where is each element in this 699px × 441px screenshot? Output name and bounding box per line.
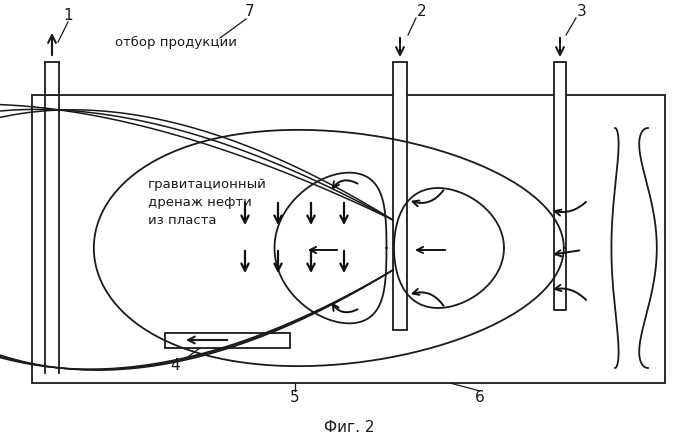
Text: Фиг. 2: Фиг. 2: [324, 421, 374, 436]
Text: 1: 1: [63, 7, 73, 22]
Text: 6: 6: [475, 389, 485, 404]
Bar: [165, 333, 290, 348]
Text: 7: 7: [245, 4, 255, 19]
Text: гравитационный
дренаж нефти
из пласта: гравитационный дренаж нефти из пласта: [148, 178, 267, 227]
Text: 3: 3: [577, 4, 587, 19]
Bar: [32, 95, 665, 383]
Text: 2: 2: [417, 4, 427, 19]
Text: отбор продукции: отбор продукции: [115, 35, 237, 49]
Bar: [393, 62, 407, 330]
Bar: [554, 62, 566, 310]
Bar: [45, 62, 59, 95]
Text: 5: 5: [290, 389, 300, 404]
Text: 4: 4: [170, 358, 180, 373]
